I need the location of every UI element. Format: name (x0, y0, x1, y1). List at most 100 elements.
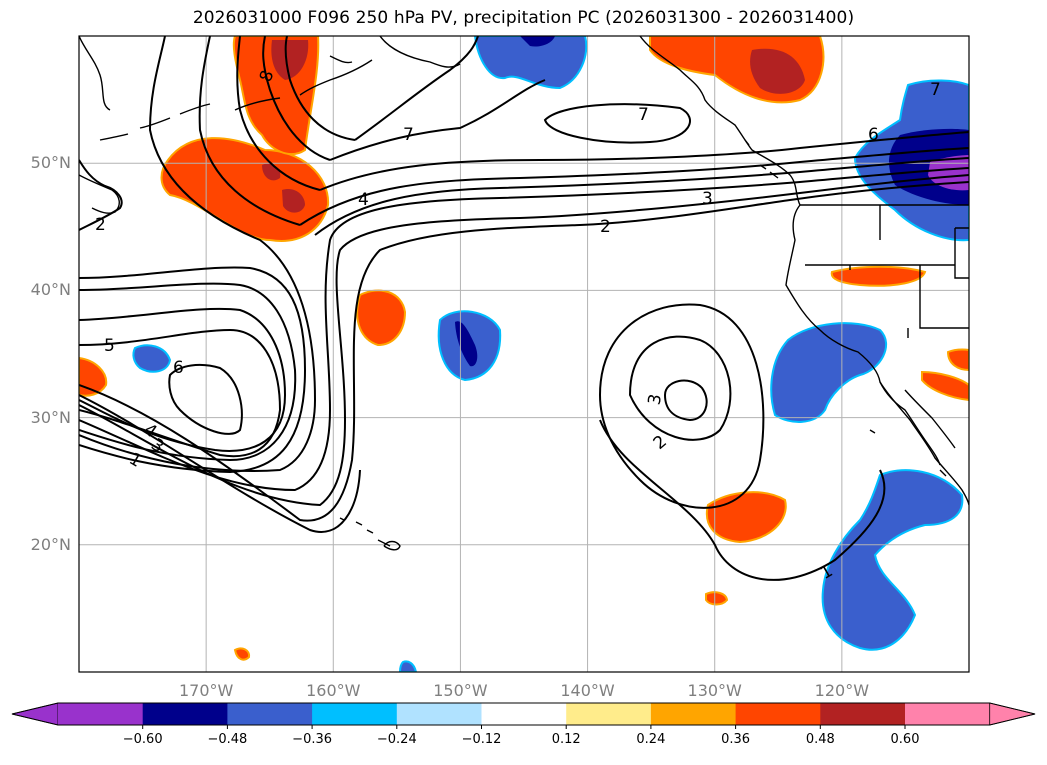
canada-us-border (800, 204, 969, 279)
pv-contour-2 (79, 174, 969, 507)
pv-contour-1 (79, 181, 969, 522)
colorbar-tick-label: −0.48 (207, 732, 248, 747)
north-america-coastline (639, 36, 969, 506)
colorbar-swatch (227, 703, 313, 725)
colorbar-swatch (312, 703, 398, 725)
colorbar-extend-max (989, 702, 1036, 726)
pv-label: 3 (645, 392, 667, 406)
pv-contour-3 (628, 335, 732, 441)
colorbar-swatch (905, 703, 991, 725)
pv-contour-5 (198, 36, 969, 226)
longitude-tick-label: 150°W (433, 681, 488, 700)
longitude-tick-label: 170°W (178, 681, 234, 700)
colorbar-outline (11, 702, 1036, 726)
colorbar-swatch (566, 703, 652, 725)
pv-contour-8 (79, 266, 307, 474)
colorbar-swatch (820, 703, 906, 725)
precip-positive-region (830, 265, 927, 287)
longitude-tick-label: 160°W (306, 681, 361, 700)
precip-positive-region (921, 370, 969, 402)
colorbar-tick-label: 0.48 (805, 732, 835, 747)
pv-contour-6 (168, 363, 243, 435)
pv-contour-7 (543, 103, 691, 144)
colorbar-swatch (735, 703, 821, 725)
colorbar-swatch (396, 703, 482, 725)
precip-negative-region (473, 36, 588, 90)
precip-negative-core (520, 36, 555, 47)
kamchatka-fragment (79, 174, 120, 214)
colorbar-extend-min (11, 702, 59, 726)
pv-label: 7 (403, 125, 414, 145)
colorbar-swatch (650, 703, 737, 725)
precip-positive-region (946, 348, 969, 372)
coastlines (79, 36, 969, 551)
precip-negative-core (928, 155, 969, 191)
precip-positive-region (233, 647, 251, 661)
colorbar-swatch (481, 703, 567, 725)
pv-contour-8 (284, 36, 479, 141)
pv-contour-4 (79, 36, 317, 472)
precip-negative-region (821, 469, 964, 651)
colorbar-tick-label: 0.36 (721, 732, 751, 747)
precip-positive-region (705, 591, 729, 606)
alaska-coastline (234, 36, 461, 111)
pv-label: 7 (930, 80, 941, 100)
pv-contour-3 (663, 379, 708, 422)
precip-shading (79, 36, 969, 672)
pv-contour-5 (79, 328, 282, 458)
colorbar-tick-label: −0.60 (122, 732, 163, 747)
precip-positive-core (271, 40, 309, 80)
longitude-tick-label: 130°W (687, 681, 742, 700)
latitude-tick-label: 50°N (30, 153, 71, 173)
colorbar-tick-label: −0.24 (376, 732, 417, 747)
pv-contours (79, 36, 969, 581)
pv-label: 2 (95, 215, 106, 235)
colorbar-tick-label: 0.60 (890, 732, 920, 747)
western-coast-left (79, 36, 111, 111)
pv-label: 4 (358, 190, 369, 210)
precip-positive-region (160, 137, 330, 242)
pv-contour-west (79, 159, 123, 231)
pv-label: 6 (868, 125, 879, 145)
baja-peninsula (879, 381, 941, 466)
precip-positive-region (79, 356, 108, 397)
colorbar-tick-label: −0.12 (461, 732, 502, 747)
pv-contour-7 (262, 36, 546, 161)
pv-label: 6 (173, 358, 184, 378)
pv-contour-2 (598, 303, 765, 509)
aleutian-islands (99, 103, 211, 141)
latitude-tick-label: 20°N (30, 534, 71, 554)
pv-label: 2 (600, 217, 611, 237)
precip-negative-region (398, 660, 418, 672)
precip-negative-region (132, 344, 172, 373)
colorbar-tick-label: −0.36 (292, 732, 333, 747)
pv-label: 5 (104, 336, 115, 356)
gulf-of-california (904, 389, 956, 449)
pv-label: 7 (638, 105, 649, 125)
map-gridlines (79, 36, 969, 672)
hawaii-islands (339, 517, 401, 551)
pv-contour-6 (236, 36, 969, 191)
longitude-tick-label: 120°W (814, 681, 870, 700)
pv-contour-6 (79, 307, 287, 452)
precip-positive-core (282, 189, 305, 213)
pv-contour-4 (314, 157, 969, 236)
pv-label: 3 (702, 189, 713, 209)
pv-contour-7 (79, 282, 297, 462)
latitude-tick-label: 30°N (30, 407, 71, 427)
colorbar-tick-label: 0.24 (636, 732, 666, 747)
longitude-tick-label: 140°W (560, 681, 615, 700)
precip-positive-region (356, 289, 407, 347)
precip-negative-region (770, 322, 887, 423)
map-frame (78, 35, 970, 673)
precip-positive-core (750, 48, 805, 94)
colorbar-swatch (58, 703, 144, 725)
colorbar (11, 702, 1036, 729)
colorbar-tick-label: 0.12 (551, 732, 581, 747)
colorbar-swatch (142, 703, 228, 725)
us-state-borders (849, 205, 969, 338)
map-title: 2026031000 F096 250 hPa PV, precipitatio… (192, 8, 855, 28)
pv-contour-3 (79, 167, 969, 492)
latitude-tick-label: 40°N (30, 280, 71, 300)
